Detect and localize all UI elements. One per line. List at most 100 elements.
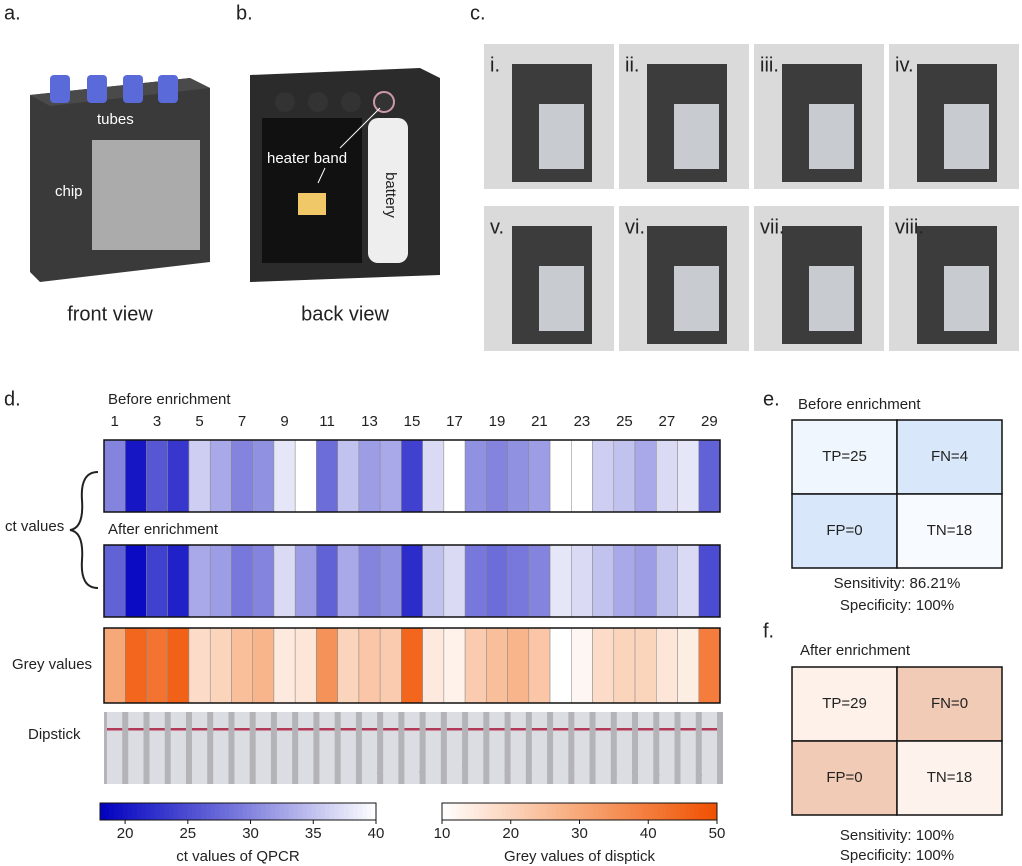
heatmap-frame bbox=[103, 439, 721, 513]
colorbar-segment bbox=[694, 803, 700, 820]
control-line bbox=[638, 728, 654, 731]
colorbar-title: ct values of QPCR bbox=[176, 848, 300, 865]
colorbar-segment bbox=[620, 803, 626, 820]
heatmap-cell bbox=[677, 627, 700, 704]
heatmap-cell bbox=[592, 439, 615, 513]
colorbar-segment bbox=[293, 803, 299, 820]
heatmap-frame bbox=[103, 544, 721, 618]
colorbar-segment bbox=[593, 803, 599, 820]
heatmap-cell bbox=[209, 627, 232, 704]
colorbar-segment bbox=[339, 803, 345, 820]
colorbar-segment bbox=[625, 803, 631, 820]
colorbar-tick-label: 40 bbox=[368, 825, 385, 842]
control-line bbox=[680, 728, 696, 731]
control-line bbox=[298, 728, 314, 731]
dipstick-strip bbox=[574, 712, 590, 784]
column-label: 29 bbox=[701, 413, 718, 430]
column-label: 11 bbox=[319, 413, 335, 430]
colorbar-segment bbox=[205, 803, 211, 820]
control-line bbox=[425, 728, 441, 731]
control-line bbox=[170, 728, 186, 731]
colorbar-segment bbox=[141, 803, 147, 820]
control-line bbox=[468, 728, 484, 731]
colorbar-segment bbox=[501, 803, 507, 820]
control-line bbox=[701, 728, 717, 731]
heatmap-cell bbox=[188, 544, 211, 618]
step-label: iii. bbox=[760, 54, 779, 76]
heatmap-cell bbox=[252, 544, 275, 618]
dipstick-strip bbox=[701, 712, 717, 784]
photo-chip bbox=[809, 266, 854, 331]
heatmap-cell bbox=[401, 439, 423, 513]
heatmap-cell bbox=[316, 439, 338, 513]
heatmap-cell bbox=[486, 627, 508, 704]
matrix-label: TN=18 bbox=[927, 522, 972, 539]
colorbar-segment bbox=[366, 803, 372, 820]
matrix-cell bbox=[791, 666, 898, 742]
control-line bbox=[213, 728, 229, 731]
colorbar-segment bbox=[565, 803, 571, 820]
colorbar-tick-label: 20 bbox=[502, 825, 519, 842]
dipstick-strip bbox=[255, 712, 271, 784]
colorbar-segment bbox=[474, 803, 480, 820]
colorbar-segment bbox=[302, 803, 308, 820]
matrix-title: Before enrichment bbox=[798, 396, 921, 413]
colorbar-segment bbox=[492, 803, 498, 820]
heatmap-cell bbox=[613, 544, 636, 618]
control-line bbox=[255, 728, 271, 731]
dipstick-strip bbox=[404, 712, 420, 784]
colorbar-segment bbox=[224, 803, 230, 820]
dipstick-strip bbox=[191, 712, 208, 784]
heatmap-cell bbox=[656, 544, 678, 618]
heatmap-cell bbox=[146, 439, 168, 513]
matrix-cell bbox=[896, 740, 1003, 816]
colorbar-segment bbox=[607, 803, 613, 820]
colorbar-segment bbox=[210, 803, 216, 820]
dipstick-strip bbox=[107, 712, 123, 784]
colorbar-segment bbox=[446, 803, 452, 820]
control-line bbox=[553, 728, 569, 731]
control-line bbox=[234, 728, 250, 731]
colorbar-segment bbox=[242, 803, 248, 820]
colorbar-segment bbox=[343, 803, 349, 820]
step-label: v. bbox=[490, 216, 504, 238]
heatmap-cell bbox=[634, 627, 657, 704]
dipstick-strip bbox=[531, 712, 548, 784]
colorbar-segment bbox=[371, 803, 377, 820]
colorbar-segment bbox=[247, 803, 253, 820]
photo-chip bbox=[674, 266, 719, 331]
heatmap-cell bbox=[231, 627, 253, 704]
heatmap-cell bbox=[656, 627, 678, 704]
control-line bbox=[128, 728, 144, 731]
control-line bbox=[340, 728, 356, 731]
colorbar-segment bbox=[228, 803, 234, 820]
row-label: Dipstick bbox=[28, 726, 81, 743]
control-line bbox=[659, 728, 675, 731]
heatmap-cell bbox=[507, 544, 530, 618]
column-label: 1 bbox=[110, 413, 118, 430]
colorbar-segment bbox=[519, 803, 525, 820]
metric: Specificity: 100% bbox=[840, 847, 954, 864]
colorbar-segment bbox=[561, 803, 567, 820]
matrix-label: TP=25 bbox=[822, 448, 867, 465]
colorbar-segment bbox=[552, 803, 558, 820]
colorbar-tick-label: 40 bbox=[640, 825, 657, 842]
dipstick-strip bbox=[128, 712, 144, 784]
colorbar-segment bbox=[497, 803, 503, 820]
colorbar-segment bbox=[712, 803, 718, 820]
heatmap-cell bbox=[231, 544, 253, 618]
colorbar-segment bbox=[251, 803, 257, 820]
column-label: 13 bbox=[361, 413, 378, 430]
heatmap-cell bbox=[103, 544, 126, 618]
heatmap-cell bbox=[358, 544, 381, 618]
colorbar-segment bbox=[155, 803, 161, 820]
colorbar-tick-label: 50 bbox=[709, 825, 726, 842]
colorbar-segment bbox=[325, 803, 331, 820]
heatmap-cell bbox=[443, 627, 466, 704]
colorbar-segment bbox=[297, 803, 303, 820]
dipstick-strip bbox=[510, 712, 526, 784]
dipstick-strip bbox=[659, 712, 675, 784]
colorbar-title: Grey values of disptick bbox=[504, 848, 655, 865]
colorbar-segment bbox=[597, 803, 603, 820]
colorbar-segment bbox=[169, 803, 175, 820]
